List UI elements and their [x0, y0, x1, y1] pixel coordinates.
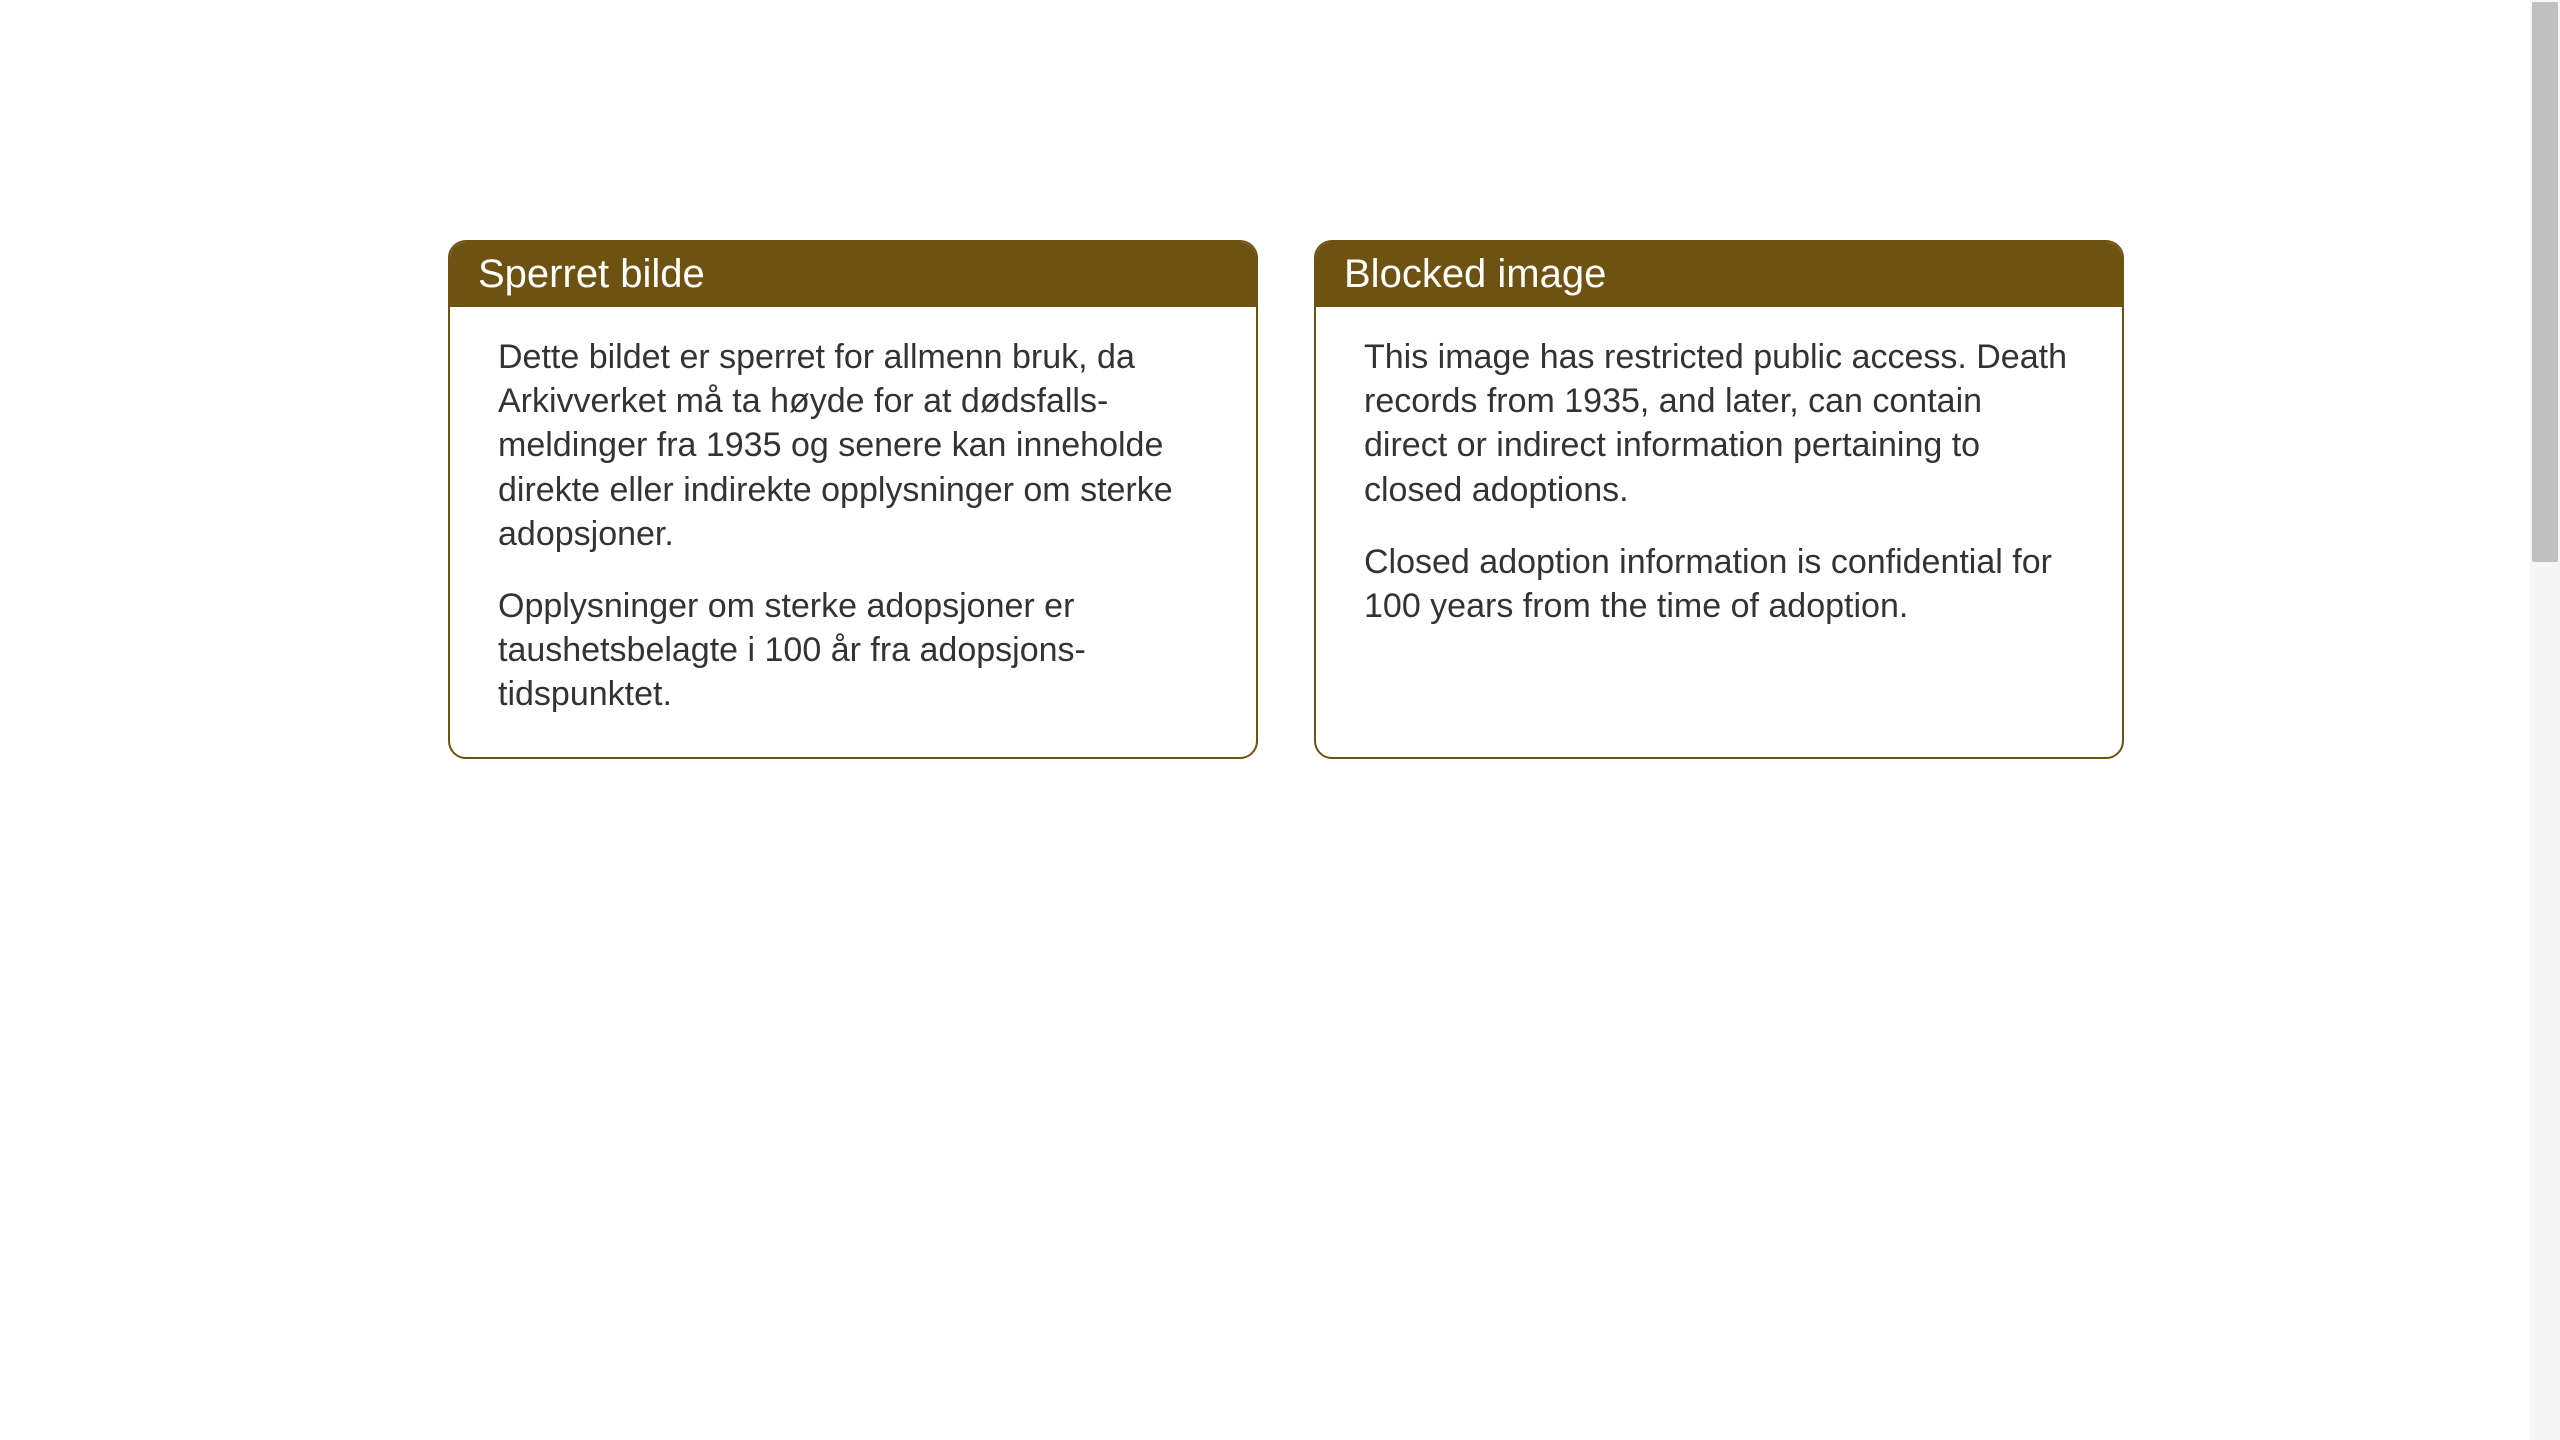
english-card-body: This image has restricted public access.…: [1316, 307, 2122, 668]
norwegian-card-body: Dette bildet er sperret for allmenn bruk…: [450, 307, 1256, 757]
english-card-title: Blocked image: [1316, 242, 2122, 307]
english-notice-card: Blocked image This image has restricted …: [1314, 240, 2124, 759]
norwegian-card-title: Sperret bilde: [450, 242, 1256, 307]
vertical-scrollbar-track[interactable]: [2530, 0, 2560, 1440]
vertical-scrollbar-thumb[interactable]: [2532, 2, 2558, 562]
notice-cards-container: Sperret bilde Dette bildet er sperret fo…: [448, 240, 2124, 759]
norwegian-paragraph-2: Opplysninger om sterke adopsjoner er tau…: [498, 584, 1208, 717]
english-paragraph-2: Closed adoption information is confident…: [1364, 540, 2074, 628]
english-paragraph-1: This image has restricted public access.…: [1364, 335, 2074, 512]
norwegian-paragraph-1: Dette bildet er sperret for allmenn bruk…: [498, 335, 1208, 556]
norwegian-notice-card: Sperret bilde Dette bildet er sperret fo…: [448, 240, 1258, 759]
